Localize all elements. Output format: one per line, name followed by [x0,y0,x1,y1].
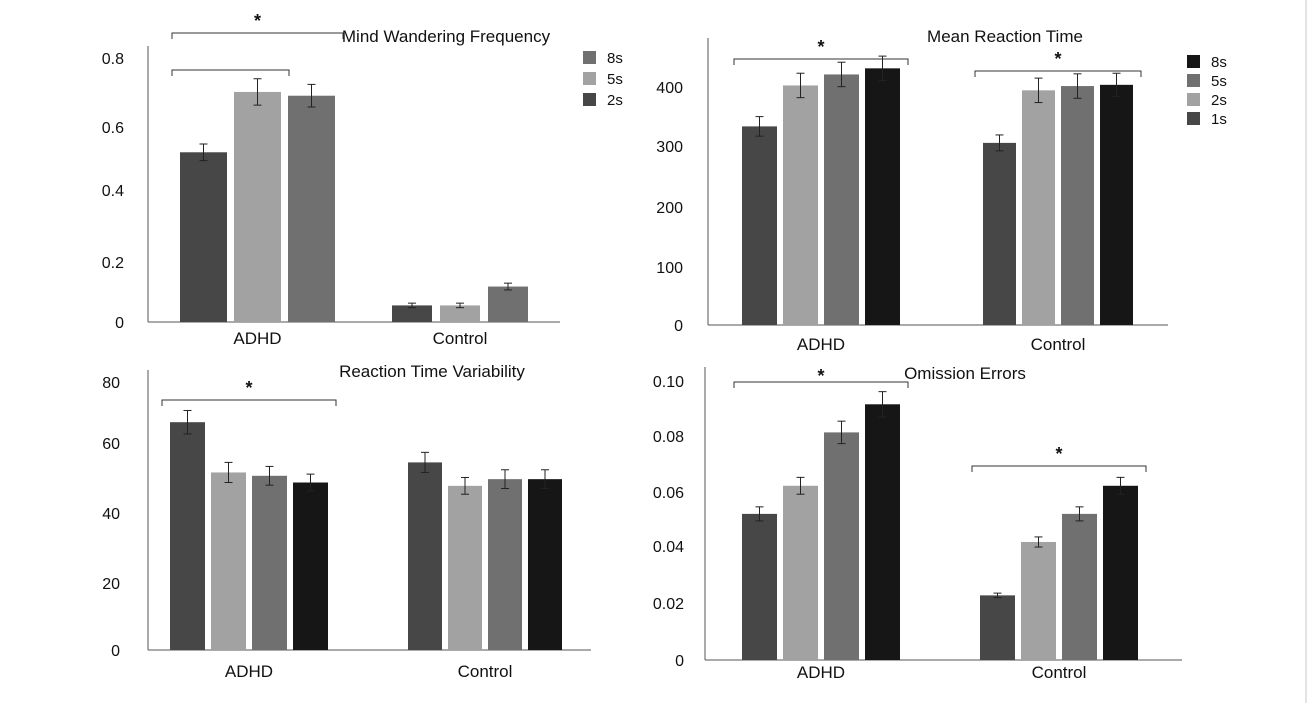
legend-label-1s: 1s [1211,111,1227,128]
chart-title: Reaction Time Variability [339,362,525,381]
bar-2s-control [1022,90,1055,325]
x-category-label: ADHD [225,662,273,681]
chart-title: Mind Wandering Frequency [342,27,551,46]
significance-bracket [171,69,290,76]
x-category-label: ADHD [233,329,281,348]
bar-1s-control [408,462,442,650]
y-tick-label: 0.6 [102,120,124,137]
legend-label-8s: 8s [607,50,623,67]
legend-swatch-5s [1187,74,1200,87]
legend-swatch-1s [1187,112,1200,125]
y-tick-label: 0.06 [653,485,684,502]
chart-panel-2: Mean Reaction Time 0 100 200 300 400 ADHD Contr… [656,27,1227,354]
bar-8s-adhd [865,68,900,325]
legend-label-5s: 5s [1211,73,1227,90]
y-tick-label: 0 [111,643,120,660]
bar-8s-adhd [293,482,328,650]
legend-swatch-8s [1187,55,1200,68]
bar-8s-control [1100,84,1133,325]
y-tick-label: 80 [102,375,120,392]
y-tick-label: 0.04 [653,539,684,556]
x-category-label: ADHD [797,663,845,682]
bar-8s-control [488,286,528,322]
x-category-label: Control [1031,335,1086,354]
y-tick-label: 20 [102,576,120,593]
y-tick-label: 400 [656,80,683,97]
bar-8s-control [528,479,562,650]
bar-5s-adhd [252,475,287,650]
significance-bracket [171,32,344,39]
bar-5s-control [1062,513,1097,660]
y-tick-label: 100 [656,260,683,277]
bar-8s-control [1103,485,1138,660]
significance-marker: * [817,366,824,386]
legend-label-2s: 2s [607,92,623,109]
bar-1s-adhd [742,126,777,325]
bar-1s-adhd [742,513,777,660]
y-tick-label: 300 [656,139,683,156]
bar-2s-adhd [180,152,227,322]
significance-bracket [974,70,1142,77]
bar-2s-adhd [211,472,246,650]
y-tick-label: 0 [674,318,683,335]
chart-panels: Mind Wandering Frequency 0 0.2 0.4 0.6 0.8 ADH… [102,11,1227,682]
bar-5s-adhd [824,74,859,325]
significance-bracket [733,58,909,65]
chart-title: Omission Errors [904,364,1026,383]
x-category-label: Control [458,662,513,681]
significance-marker: * [254,11,261,31]
bar-2s-adhd [783,85,818,325]
bar-2s-control [392,305,432,322]
significance-marker: * [1054,49,1061,69]
y-tick-label: 0 [115,315,124,332]
x-category-label: Control [433,329,488,348]
bar-5s-control [488,479,522,650]
y-tick-label: 0 [675,653,684,670]
bar-1s-adhd [170,422,205,650]
bar-8s-adhd [288,95,335,322]
bar-2s-control [448,485,482,650]
legend-swatch-5s [583,72,596,85]
chart-panel-1: Mind Wandering Frequency 0 0.2 0.4 0.6 0.8 ADH… [102,11,623,348]
y-tick-label: 0.10 [653,374,684,391]
legend-label-5s: 5s [607,71,623,88]
bar-5s-control [440,305,480,322]
chart-panel-4: Omission Errors 0 0.02 0.04 0.06 0.08 0.10 ADHD… [653,364,1182,682]
y-tick-label: 200 [656,200,683,217]
chart-panel-3: Reaction Time Variability 0 20 40 60 80 ADHD Co… [102,362,591,681]
y-tick-label: 0.8 [102,51,124,68]
significance-marker: * [1055,444,1062,464]
bar-5s-control [1061,86,1094,325]
legend-swatch-2s [1187,93,1200,106]
bar-2s-control [1021,541,1056,660]
y-tick-label: 0.2 [102,255,124,272]
chart-title: Mean Reaction Time [927,27,1083,46]
x-category-label: Control [1032,663,1087,682]
bar-5s-adhd [824,432,859,660]
significance-marker: * [817,37,824,57]
significance-bracket [971,465,1147,472]
legend-swatch-8s [583,51,596,64]
significance-marker: * [245,378,252,398]
y-tick-label: 0.02 [653,596,684,613]
bar-1s-control [980,595,1015,660]
y-tick-label: 60 [102,436,120,453]
bar-1s-control [983,142,1016,325]
legend-label-8s: 8s [1211,54,1227,71]
bar-8s-adhd [865,404,900,660]
significance-bracket [733,381,909,388]
legend-swatch-2s [583,93,596,106]
y-tick-label: 40 [102,506,120,523]
y-tick-label: 0.08 [653,429,684,446]
bar-2s-adhd [783,485,818,660]
y-tick-label: 0.4 [102,183,124,200]
x-category-label: ADHD [797,335,845,354]
bar-5s-adhd [234,91,281,322]
significance-bracket [161,399,337,406]
legend-label-2s: 2s [1211,92,1227,109]
